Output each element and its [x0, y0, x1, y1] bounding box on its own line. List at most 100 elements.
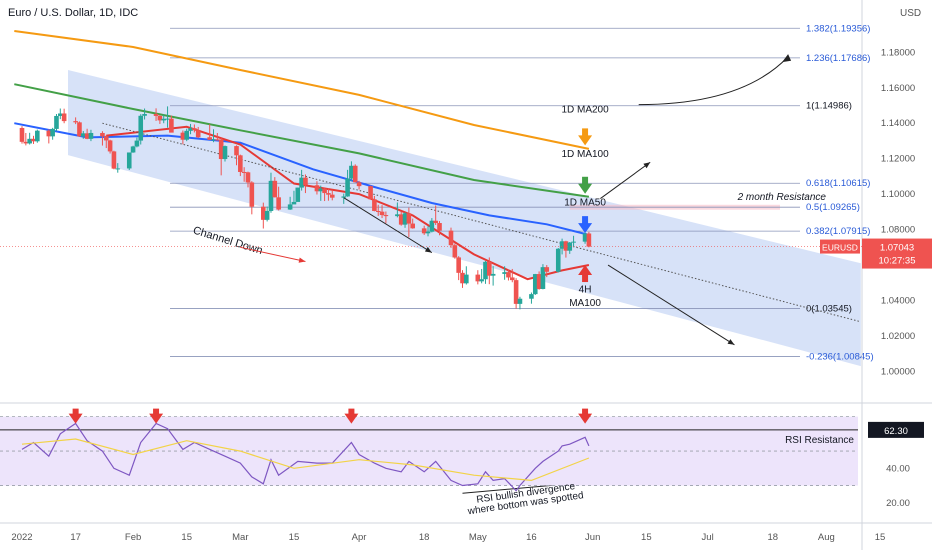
rsi-value-label: 62.30	[884, 426, 908, 437]
candle-body	[138, 115, 144, 141]
candle-body	[582, 233, 588, 242]
chart-title: Euro / U.S. Dollar, 1D, IDC	[8, 7, 138, 19]
rsi-peak-arrow	[68, 413, 83, 424]
candle-body	[126, 152, 132, 169]
candle-body	[318, 188, 324, 192]
candle-body	[402, 213, 408, 225]
price-tick-label: 1.04000	[881, 296, 915, 307]
candle-body	[27, 138, 32, 144]
candle-body	[513, 280, 519, 304]
candle-body	[433, 220, 438, 224]
rsi-peak-arrow-stem	[582, 408, 589, 415]
channel-arrow	[240, 246, 306, 262]
projection-arrow-up-head	[643, 162, 651, 169]
ma-annotation: MA100	[569, 298, 601, 309]
arrow-ma50-stem	[582, 216, 589, 225]
candle-body	[379, 211, 385, 216]
rsi-resistance-label: RSI Resistance	[785, 435, 854, 446]
candle-body	[31, 138, 36, 142]
candle-body	[88, 132, 94, 139]
time-tick-label: Jun	[585, 532, 600, 543]
projection-arrow-up	[600, 161, 651, 199]
time-tick-label: 15	[181, 532, 192, 543]
time-tick-label: Jul	[702, 532, 714, 543]
arrow-ma100-stem	[582, 176, 589, 185]
candle-body	[356, 182, 362, 187]
candle-body	[276, 197, 281, 210]
resistance-label: 2 month Resistance	[737, 192, 827, 203]
candle-body	[272, 180, 278, 198]
candle-body	[452, 245, 458, 258]
candle-body	[341, 196, 347, 198]
candle-body	[544, 267, 550, 272]
candle-body	[84, 133, 90, 139]
rsi-value-box	[868, 421, 924, 438]
channel-down-band	[68, 70, 861, 367]
candle-body	[111, 151, 117, 169]
candle-body	[456, 257, 461, 273]
time-tick-label: 16	[526, 532, 537, 543]
candle-body	[218, 139, 224, 160]
candle-body	[165, 118, 170, 120]
time-tick-label: Feb	[125, 532, 141, 543]
candle-body	[509, 277, 515, 281]
fib-label: 1.236(1.17686)	[806, 53, 870, 64]
candle-body	[207, 137, 212, 140]
candle-body	[303, 177, 308, 186]
candle-body	[299, 177, 304, 188]
price-tick-label: 1.00000	[881, 366, 915, 377]
candle-body	[464, 274, 469, 284]
price-tag-value: 1.07043	[880, 243, 914, 254]
candle-body	[398, 214, 404, 225]
candle-body	[264, 210, 270, 220]
candle-body	[349, 165, 354, 179]
candle-body	[437, 223, 442, 231]
candle-body	[571, 241, 576, 243]
fib-label: 0.618(1.10615)	[806, 178, 870, 189]
channel-arrow-head	[298, 257, 306, 263]
candle-body	[130, 146, 136, 153]
candle-body	[54, 115, 59, 129]
time-tick-label: Apr	[352, 532, 367, 543]
candle-body	[314, 185, 320, 192]
candle-body	[490, 273, 496, 276]
candle-body	[352, 165, 358, 183]
candle-body	[502, 272, 507, 274]
candle-body	[448, 230, 454, 246]
candle-body	[372, 199, 377, 211]
candle-body	[192, 128, 197, 131]
candles	[19, 106, 592, 310]
ma-annotation: 1D MA50	[564, 198, 606, 209]
time-tick-label: Mar	[232, 532, 248, 543]
candle-body	[107, 140, 113, 152]
candle-body	[529, 294, 534, 299]
arrow-4h-ma100	[578, 265, 593, 275]
candle-body	[215, 139, 220, 141]
arrow-ma50	[578, 223, 593, 234]
ma-annotation: 1D MA100	[561, 149, 609, 160]
time-tick-label: 18	[419, 532, 430, 543]
price-tick-label: 1.02000	[881, 331, 915, 342]
candle-body	[268, 180, 274, 211]
candle-body	[157, 115, 163, 121]
candle-body	[532, 274, 538, 295]
ma-annotation: 1D MA200	[561, 105, 609, 116]
candle-body	[153, 114, 159, 116]
symbol-tag-box	[820, 239, 860, 254]
candle-body	[73, 121, 78, 123]
time-tick-label: 15	[875, 532, 886, 543]
candle-body	[295, 187, 301, 202]
candle-body	[475, 274, 481, 282]
candle-body	[142, 114, 147, 116]
price-tick-label: 1.16000	[881, 83, 915, 94]
candle-body	[238, 155, 243, 172]
fib-label: 0(1.03545)	[806, 304, 852, 315]
candle-body	[241, 171, 247, 173]
fib-label: 0.382(1.07915)	[806, 226, 870, 237]
price-tick-label: 1.08000	[881, 225, 915, 236]
ma-line-1	[14, 30, 590, 150]
fib-label: 0.5(1.09265)	[806, 202, 860, 213]
